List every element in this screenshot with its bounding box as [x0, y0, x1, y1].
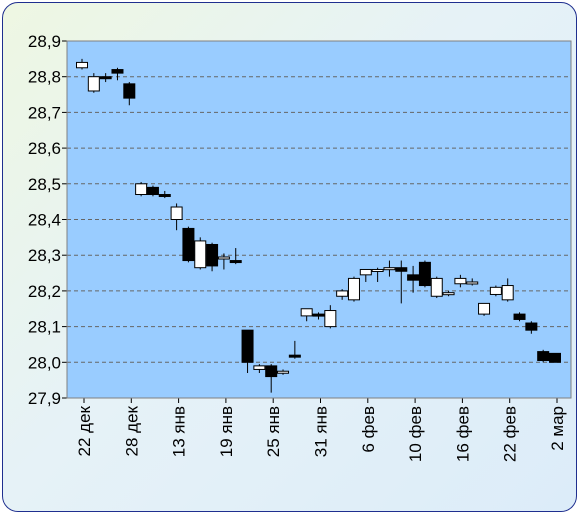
y-tick-label: 28,6	[28, 139, 61, 158]
x-tick-label: 16 фев	[453, 406, 472, 462]
x-tick-label: 13 янв	[170, 406, 189, 457]
candle-body	[194, 240, 207, 269]
candle-body	[76, 61, 88, 69]
candle-body	[489, 286, 502, 295]
x-tick-label: 22 фев	[501, 406, 520, 462]
candle-body	[466, 281, 479, 285]
x-tick-label: 19 янв	[217, 406, 236, 457]
y-tick-label: 28,3	[28, 246, 61, 265]
y-tick-label: 27,9	[28, 389, 61, 408]
candle-body	[501, 285, 514, 301]
candle-body	[359, 268, 372, 276]
candle-body	[229, 260, 242, 264]
candle-body	[265, 365, 278, 378]
x-tick-label: 2 мар	[548, 406, 567, 451]
candle-body	[336, 290, 349, 297]
y-tick-label: 28,9	[28, 32, 61, 51]
y-tick-label: 28,8	[28, 68, 61, 87]
candle-body	[206, 243, 219, 267]
candle-body	[111, 69, 124, 74]
candle-body	[182, 227, 195, 262]
candle-body	[430, 277, 443, 297]
x-tick-label: 10 фев	[406, 406, 425, 462]
candle-body	[241, 329, 254, 363]
y-tick-label: 28,0	[28, 353, 61, 372]
candle-body	[277, 370, 290, 374]
candle-body	[418, 261, 431, 287]
candle-body	[170, 206, 183, 221]
candle-body	[146, 186, 159, 196]
candles	[76, 58, 561, 393]
candle-body	[123, 83, 136, 99]
candle-body	[525, 322, 538, 331]
candle-body	[407, 274, 420, 281]
y-tick-label: 28,5	[28, 175, 61, 194]
candle-body	[288, 354, 301, 358]
x-axis-ticks: 22 дек 28 дек 13 янв 19 янв 25 янв 31 янв 6 фе…	[75, 398, 567, 462]
y-tick-label: 28,4	[28, 211, 61, 230]
candle-body	[454, 277, 467, 285]
candle-body	[442, 292, 455, 296]
x-tick-label: 6 фев	[359, 406, 378, 453]
candle-body	[300, 308, 313, 317]
candle-body	[513, 313, 526, 320]
y-tick-label: 28,1	[28, 318, 61, 337]
candle-body	[253, 365, 266, 370]
candle-body	[312, 313, 325, 317]
y-tick-label: 28,2	[28, 282, 61, 301]
candle-body	[537, 351, 550, 362]
x-tick-label: 28 дек	[122, 405, 141, 456]
y-tick-label: 28,7	[28, 103, 61, 122]
candle-body	[99, 76, 112, 80]
x-tick-label: 22 дек	[75, 405, 94, 456]
candle-body	[478, 302, 491, 315]
candle-body	[324, 310, 337, 328]
x-tick-label: 25 янв	[264, 406, 283, 457]
candle-body	[135, 183, 148, 196]
y-axis-ticks: 27,9 28,0 28,1 28,2 28,3 28,4 28,5 28,6 28,7 28,8…	[28, 32, 67, 408]
candle-body	[347, 277, 360, 301]
candle-body	[217, 256, 230, 260]
candle-body	[549, 352, 561, 363]
candle-body	[371, 268, 384, 272]
x-tick-label: 31 янв	[312, 406, 331, 457]
candle-body	[383, 267, 396, 271]
candle-body	[87, 76, 100, 92]
candle-body	[395, 267, 408, 272]
candle-body	[158, 194, 171, 198]
plot-border	[66, 40, 572, 399]
